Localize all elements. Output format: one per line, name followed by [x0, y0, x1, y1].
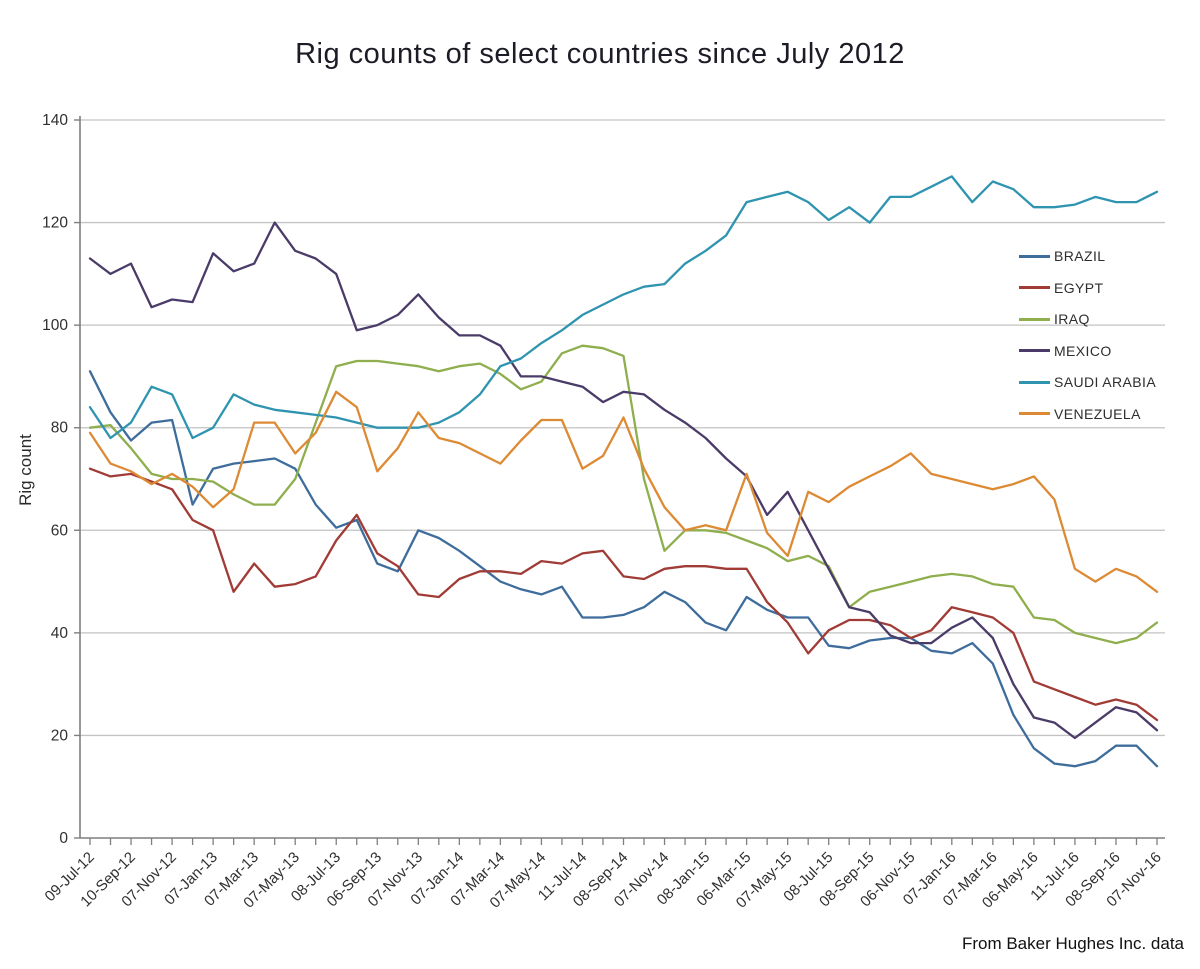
chart-line-brazil: [88, 370, 1159, 768]
chart-title: Rig counts of select countries since Jul…: [295, 38, 905, 70]
y-tick-label: 80: [51, 420, 69, 437]
chart-line-egypt: [88, 467, 1159, 722]
y-tick-label: 140: [42, 112, 68, 129]
y-tick-label: 60: [51, 522, 69, 539]
y-tick-label: 100: [42, 317, 68, 334]
chart-line-mexico: [88, 221, 1159, 740]
y-tick-label: 40: [51, 625, 69, 642]
source-note: From Baker Hughes Inc. data: [961, 934, 1184, 953]
y-tick-label: 0: [59, 830, 68, 847]
chart-line-saudi-arabia: [88, 175, 1159, 440]
chart-line-iraq: [88, 344, 1159, 645]
chart-line-venezuela: [88, 390, 1159, 593]
y-tick-label: 20: [51, 727, 69, 744]
y-tick-label: 120: [42, 215, 68, 232]
